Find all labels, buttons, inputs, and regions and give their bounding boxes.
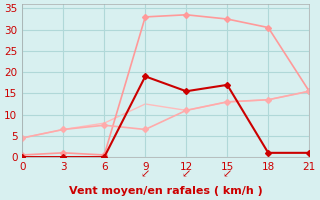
X-axis label: Vent moyen/en rafales ( km/h ): Vent moyen/en rafales ( km/h )	[69, 186, 263, 196]
Text: ↙: ↙	[222, 169, 232, 179]
Text: ↙: ↙	[140, 169, 150, 179]
Text: ↙: ↙	[181, 169, 191, 179]
